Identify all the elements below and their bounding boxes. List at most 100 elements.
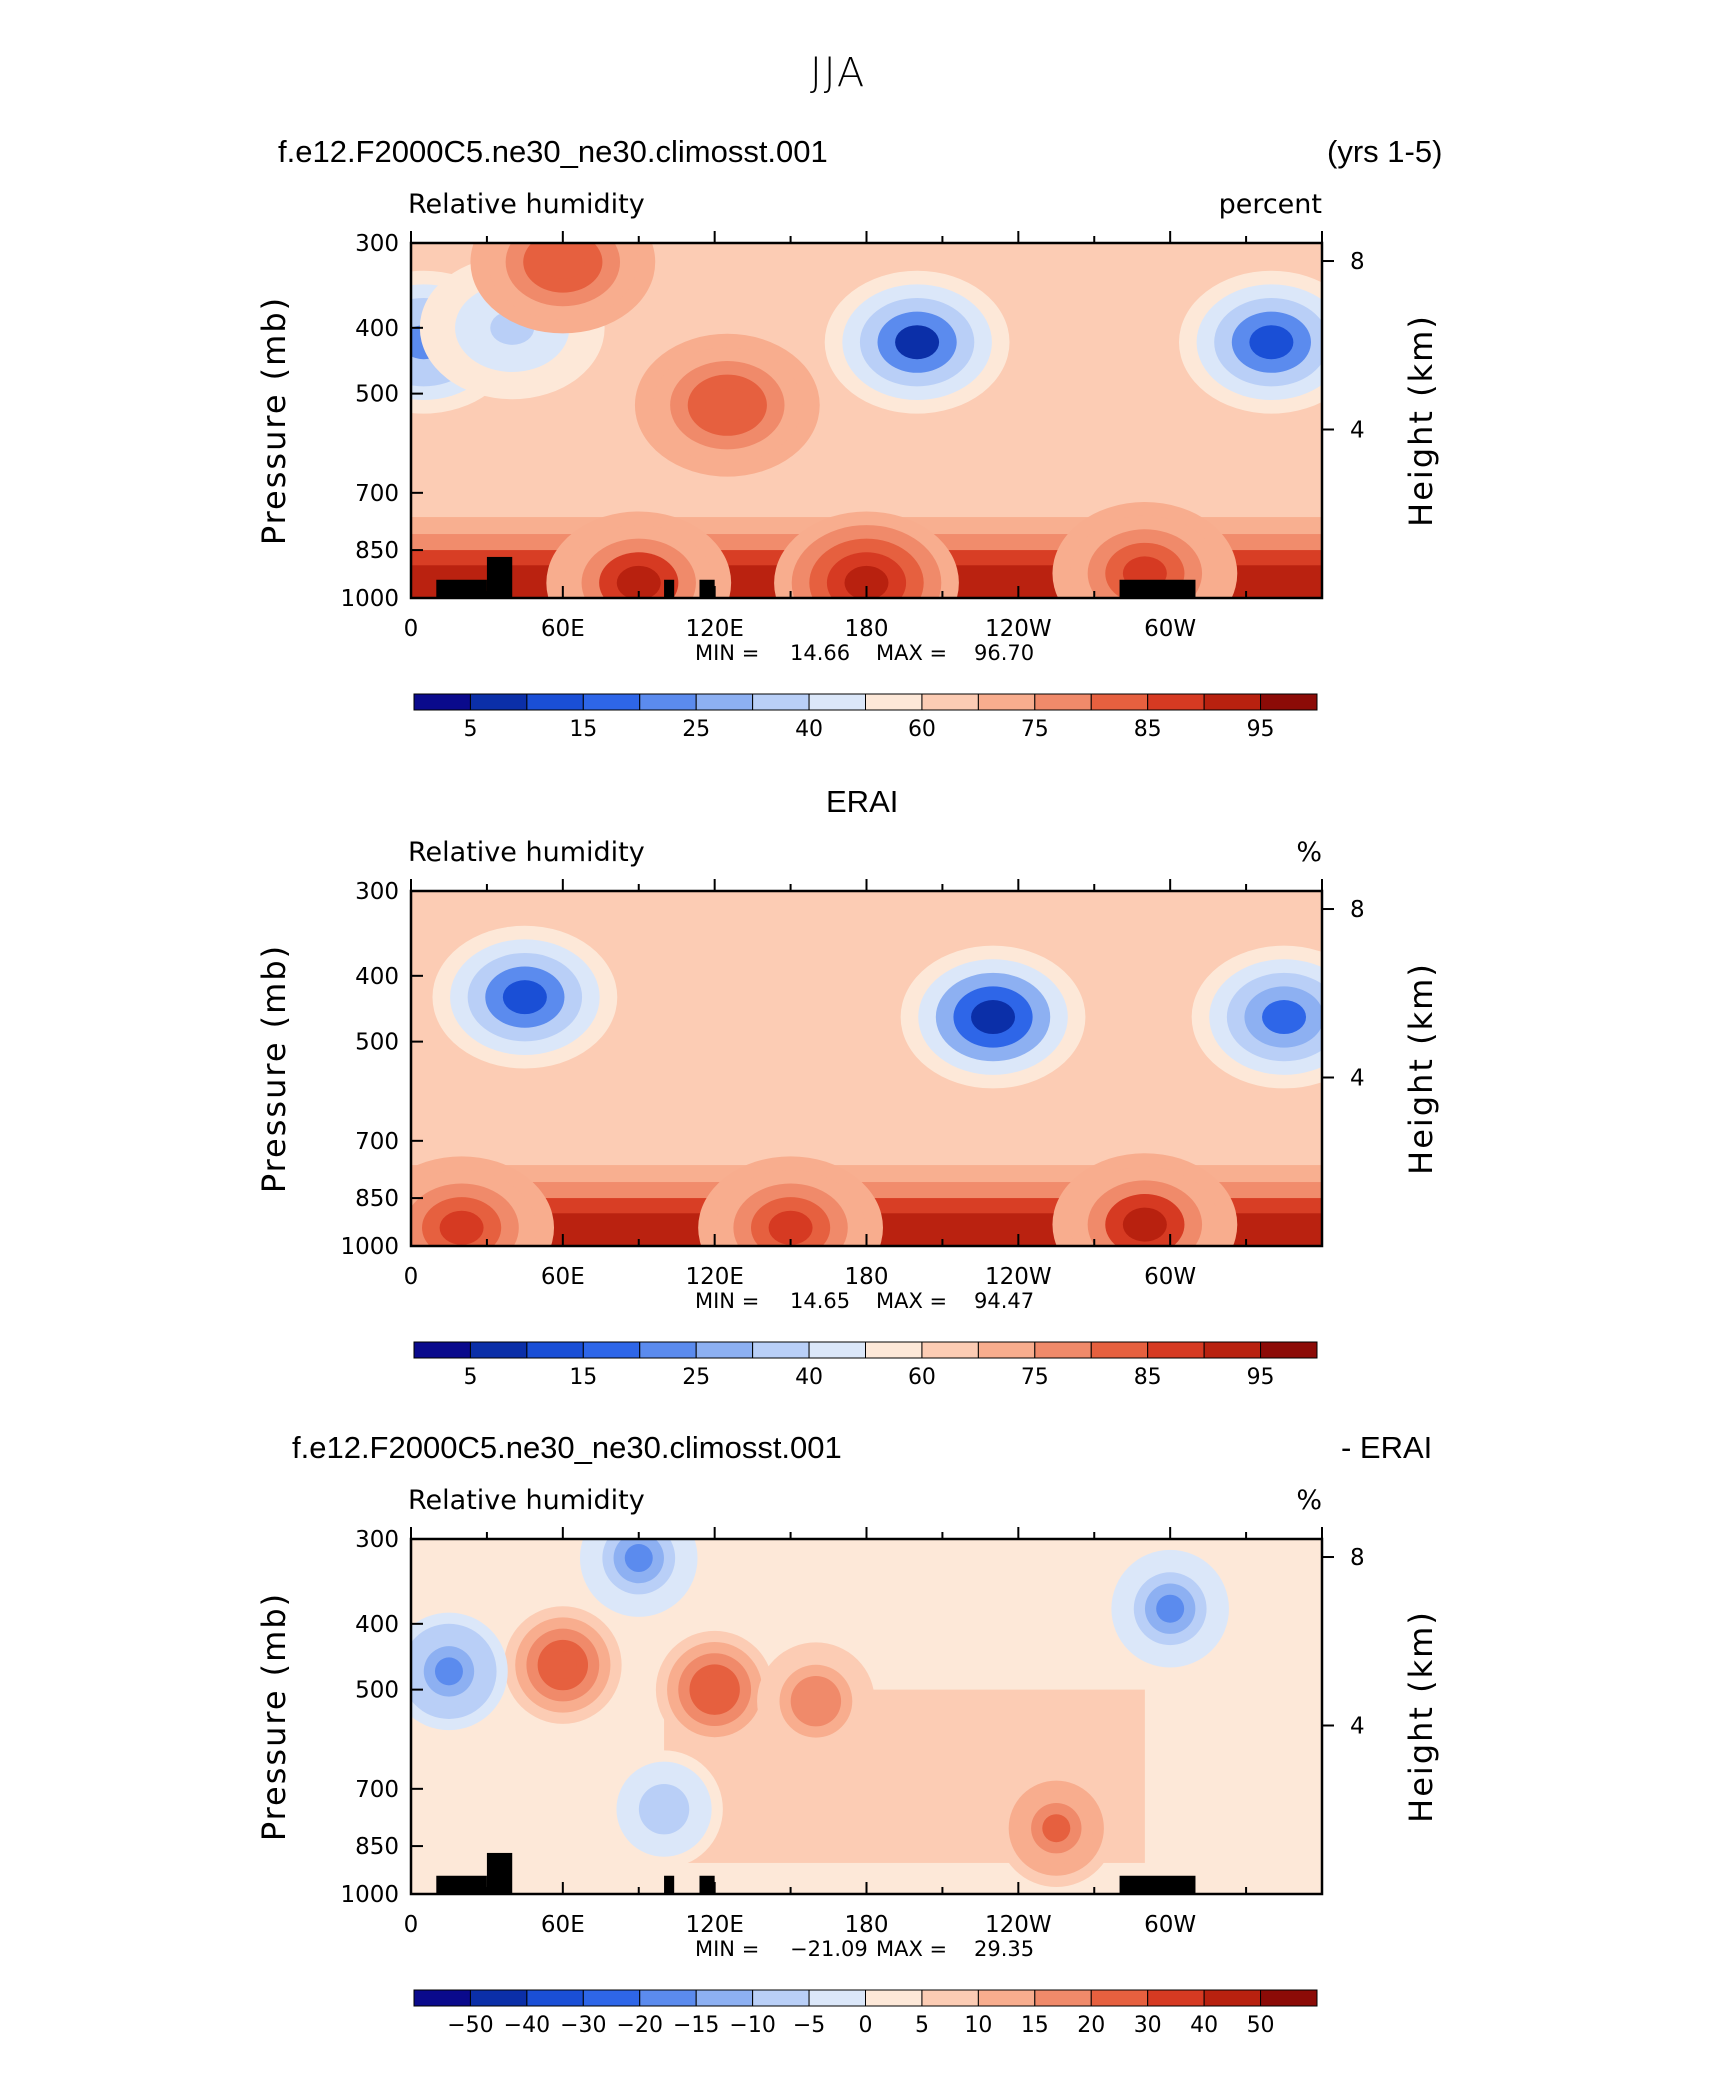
y2-tick-label: 4 (1350, 418, 1365, 444)
topography-mask (436, 1875, 487, 1894)
contour-blob (844, 565, 889, 598)
y-axis-label: Pressure (mb) (255, 296, 293, 545)
colorbar-box (865, 693, 923, 711)
colorbar-box (921, 1989, 979, 2007)
y-tick-label: 850 (355, 538, 399, 564)
y2-axis-label: Height (km) (1402, 1610, 1440, 1823)
colorbar-box (921, 1341, 979, 1359)
colorbar-label: 15 (569, 717, 597, 742)
contour-blob (1156, 1594, 1185, 1623)
y-tick-label: 300 (355, 231, 399, 257)
contour-field (411, 243, 1322, 598)
topography-mask (664, 579, 675, 598)
colorbar-label: 75 (1021, 1365, 1049, 1390)
y-tick-label: 1000 (340, 1882, 399, 1908)
colorbar-box (639, 693, 697, 711)
colorbar-box (695, 693, 754, 711)
colorbar-label: 85 (1134, 1365, 1162, 1390)
contour-blob (705, 388, 750, 423)
contour-field (411, 891, 1322, 1246)
contour-blob (548, 1651, 577, 1680)
colorbar-box (808, 1989, 866, 2007)
panel1-left-title: f.e12.F2000C5.ne30_ne30.climosst.001 (278, 134, 828, 169)
colorbar-label: 25 (682, 717, 710, 742)
colorbar-box (413, 1989, 471, 2007)
topography-mask (699, 579, 715, 598)
colorbar-box (582, 693, 641, 711)
colorbar-label: 85 (1134, 717, 1162, 742)
max-value: 94.47 (974, 1289, 1034, 1313)
colorbar-label: 5 (463, 717, 477, 742)
colorbar-label: 30 (1134, 2013, 1162, 2038)
colorbar-box (582, 1989, 641, 2007)
colorbar-box (1090, 1989, 1149, 2007)
colorbar-label: 0 (859, 2013, 873, 2038)
panel2-center-title: ERAI (826, 784, 899, 819)
x-tick-label: 180 (845, 616, 889, 642)
colorbar-box (865, 1341, 923, 1359)
x-tick-label: 120W (985, 616, 1052, 642)
x-tick-label: 60E (541, 1264, 585, 1290)
y2-tick-label: 4 (1350, 1066, 1365, 1092)
supertitle: JJA (810, 50, 867, 96)
colorbar-box (695, 1989, 754, 2007)
colorbar-box (1147, 693, 1205, 711)
y2-tick-label: 8 (1350, 249, 1365, 275)
x-tick-label: 60E (541, 1912, 585, 1938)
colorbar-box (1203, 1341, 1262, 1359)
colorbar-label: 40 (795, 1365, 823, 1390)
panel3-left-title: f.e12.F2000C5.ne30_ne30.climosst.001 (292, 1430, 842, 1465)
colorbar-label: 15 (1021, 2013, 1049, 2038)
y-tick-label: 500 (355, 1678, 399, 1704)
y2-axis-label: Height (km) (1402, 314, 1440, 527)
contour-blob (1042, 1814, 1071, 1843)
colorbar-label: −40 (504, 2013, 550, 2038)
colorbar-box (639, 1341, 697, 1359)
colorbar-label: 50 (1247, 2013, 1275, 2038)
colorbar-label: −30 (560, 2013, 606, 2038)
x-tick-label: 0 (404, 1912, 419, 1938)
colorbar-box (1090, 693, 1149, 711)
y2-tick-label: 8 (1350, 1545, 1365, 1571)
topography-mask (664, 1875, 675, 1894)
colorbar-label: 40 (1190, 2013, 1218, 2038)
colorbar-box (1034, 693, 1092, 711)
colorbar-box (1147, 1989, 1205, 2007)
y-tick-label: 300 (355, 1527, 399, 1553)
max-label: MAX = (876, 1289, 947, 1313)
topography-mask (436, 579, 487, 598)
min-label: MIN = (695, 1937, 759, 1961)
x-tick-label: 0 (404, 1264, 419, 1290)
colorbar-box (1034, 1989, 1092, 2007)
panel3-right-title: - ERAI (1341, 1430, 1433, 1465)
contour-blob (650, 1795, 679, 1824)
colorbar: −50 −40 −30 −20 −15 −10 −5 0 5 10 15 20 30 40 50 (413, 1989, 1318, 2038)
y-tick-label: 400 (355, 964, 399, 990)
contour-blob (801, 1687, 830, 1716)
units-label: % (1296, 837, 1322, 868)
colorbar-label: −15 (673, 2013, 719, 2038)
x-tick-label: 60W (1144, 1912, 1196, 1938)
topography-mask (486, 556, 513, 598)
x-tick-label: 0 (404, 616, 419, 642)
x-tick-label: 120W (985, 1912, 1052, 1938)
colorbar-label: −50 (447, 2013, 493, 2038)
max-label: MAX = (876, 1937, 947, 1961)
contour-blob (1249, 325, 1294, 360)
colorbar-box (1260, 693, 1318, 711)
y-tick-label: 500 (355, 1030, 399, 1056)
max-label: MAX = (876, 641, 947, 665)
y-tick-label: 400 (355, 1612, 399, 1638)
colorbar: 5 15 25 40 60 75 85 95 (413, 693, 1318, 742)
colorbar-box (526, 693, 584, 711)
min-value: 14.66 (790, 641, 850, 665)
colorbar-box (752, 1989, 810, 2007)
colorbar-label: 60 (908, 717, 936, 742)
colorbar-label: −20 (617, 2013, 663, 2038)
y-tick-label: 1000 (340, 1234, 399, 1260)
colorbar-box (977, 693, 1036, 711)
y-tick-label: 1000 (340, 586, 399, 612)
